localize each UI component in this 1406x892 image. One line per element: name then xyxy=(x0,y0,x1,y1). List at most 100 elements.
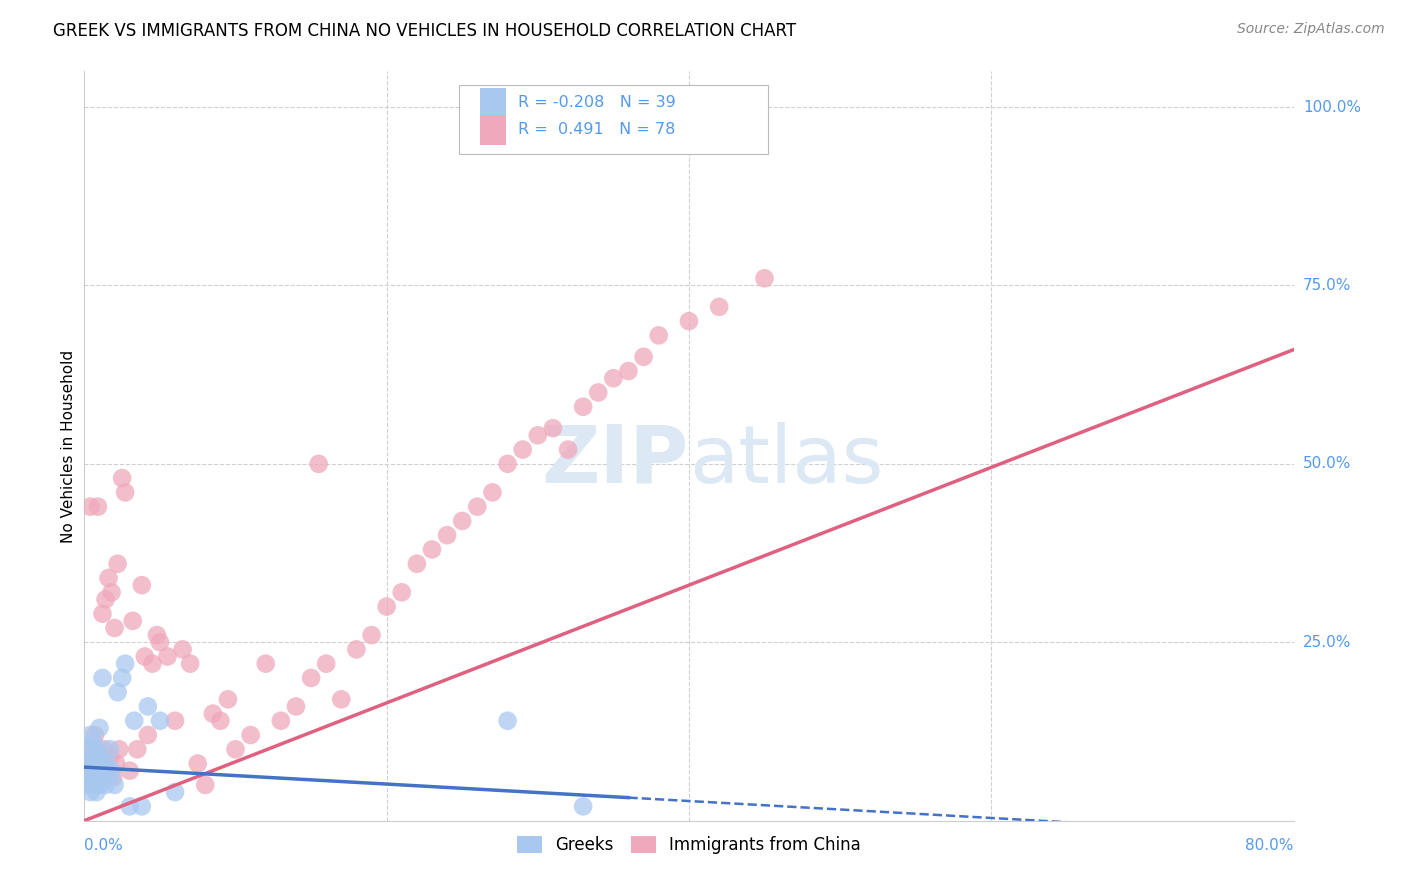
Point xyxy=(572,799,595,814)
Point xyxy=(80,764,103,778)
Point xyxy=(146,628,169,642)
Point xyxy=(308,457,330,471)
Point xyxy=(512,442,534,457)
Point xyxy=(299,671,322,685)
Point xyxy=(98,749,121,764)
Point xyxy=(254,657,277,671)
Point xyxy=(79,500,101,514)
Point xyxy=(89,721,111,735)
Point xyxy=(107,685,129,699)
Text: R =  0.491   N = 78: R = 0.491 N = 78 xyxy=(519,122,676,137)
FancyBboxPatch shape xyxy=(479,115,506,145)
Text: 0.0%: 0.0% xyxy=(84,838,124,854)
Point xyxy=(89,764,111,778)
Point xyxy=(436,528,458,542)
Point xyxy=(79,785,101,799)
Point xyxy=(617,364,640,378)
Point xyxy=(572,400,595,414)
Point xyxy=(105,756,128,771)
Point xyxy=(194,778,217,792)
Point xyxy=(86,785,108,799)
Point xyxy=(90,756,112,771)
Point xyxy=(467,500,489,514)
Point xyxy=(93,742,115,756)
Text: 25.0%: 25.0% xyxy=(1303,635,1351,649)
Point xyxy=(100,585,122,599)
Point xyxy=(108,742,131,756)
Point xyxy=(97,771,120,785)
Point xyxy=(496,714,519,728)
Point xyxy=(87,749,110,764)
Point xyxy=(270,714,292,728)
Point xyxy=(97,571,120,585)
Point xyxy=(209,714,232,728)
Point xyxy=(588,385,610,400)
Point xyxy=(104,621,127,635)
Text: ZIP: ZIP xyxy=(541,422,689,500)
Point xyxy=(134,649,156,664)
Point xyxy=(75,778,97,792)
Point xyxy=(315,657,337,671)
Point xyxy=(754,271,776,285)
Point xyxy=(114,485,136,500)
Point xyxy=(330,692,353,706)
Text: R = -0.208   N = 39: R = -0.208 N = 39 xyxy=(519,95,676,111)
Point xyxy=(127,742,149,756)
Point xyxy=(77,742,100,756)
Point xyxy=(285,699,308,714)
Point xyxy=(87,749,110,764)
Point xyxy=(602,371,624,385)
Point xyxy=(91,756,114,771)
Point xyxy=(76,771,98,785)
Point xyxy=(375,599,398,614)
Point xyxy=(149,714,172,728)
Point xyxy=(96,756,118,771)
Point xyxy=(96,764,118,778)
Point xyxy=(648,328,671,343)
Point xyxy=(179,657,201,671)
Point xyxy=(100,764,122,778)
Point xyxy=(187,756,209,771)
Point xyxy=(165,714,187,728)
Point xyxy=(89,778,111,792)
Point xyxy=(91,671,114,685)
Point xyxy=(101,771,124,785)
Point xyxy=(80,742,103,756)
Point xyxy=(156,649,179,664)
Point xyxy=(93,764,115,778)
Text: GREEK VS IMMIGRANTS FROM CHINA NO VEHICLES IN HOUSEHOLD CORRELATION CHART: GREEK VS IMMIGRANTS FROM CHINA NO VEHICL… xyxy=(53,22,797,40)
Legend: Greeks, Immigrants from China: Greeks, Immigrants from China xyxy=(510,830,868,861)
Text: 80.0%: 80.0% xyxy=(1246,838,1294,854)
Point xyxy=(172,642,194,657)
Point xyxy=(87,764,110,778)
Point xyxy=(87,500,110,514)
Point xyxy=(79,728,101,742)
Point xyxy=(121,614,143,628)
Point xyxy=(86,778,108,792)
Point xyxy=(80,749,103,764)
Point xyxy=(84,764,107,778)
Point xyxy=(84,771,107,785)
Point xyxy=(217,692,239,706)
Text: 100.0%: 100.0% xyxy=(1303,100,1361,114)
Point xyxy=(239,728,262,742)
Point xyxy=(709,300,731,314)
Point xyxy=(225,742,247,756)
Y-axis label: No Vehicles in Household: No Vehicles in Household xyxy=(60,350,76,542)
Text: atlas: atlas xyxy=(689,422,883,500)
Point xyxy=(136,699,159,714)
Point xyxy=(77,756,100,771)
Point xyxy=(451,514,474,528)
Point xyxy=(91,607,114,621)
Point xyxy=(165,785,187,799)
Point xyxy=(633,350,655,364)
Point xyxy=(557,442,579,457)
Point xyxy=(94,778,117,792)
Point xyxy=(141,657,163,671)
Text: Source: ZipAtlas.com: Source: ZipAtlas.com xyxy=(1237,22,1385,37)
Point xyxy=(678,314,700,328)
Point xyxy=(122,714,145,728)
Point xyxy=(90,771,112,785)
Point xyxy=(496,457,519,471)
Text: 50.0%: 50.0% xyxy=(1303,457,1351,471)
